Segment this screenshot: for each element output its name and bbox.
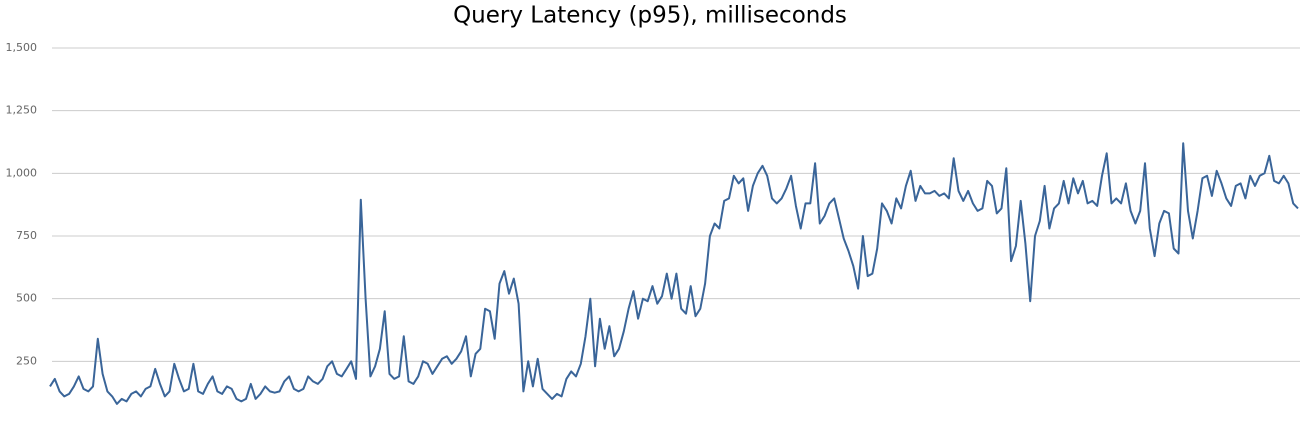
y-tick-label: 1,500 xyxy=(6,41,38,54)
y-tick-label: 500 xyxy=(16,292,37,305)
data-line xyxy=(49,142,1299,405)
y-tick-label: 750 xyxy=(16,229,37,242)
chart-title: Query Latency (p95), milliseconds xyxy=(453,3,847,29)
y-tick-label: 250 xyxy=(16,354,37,367)
y-tick-label: 1,000 xyxy=(6,166,38,179)
y-tick-label: 1,250 xyxy=(6,104,38,117)
